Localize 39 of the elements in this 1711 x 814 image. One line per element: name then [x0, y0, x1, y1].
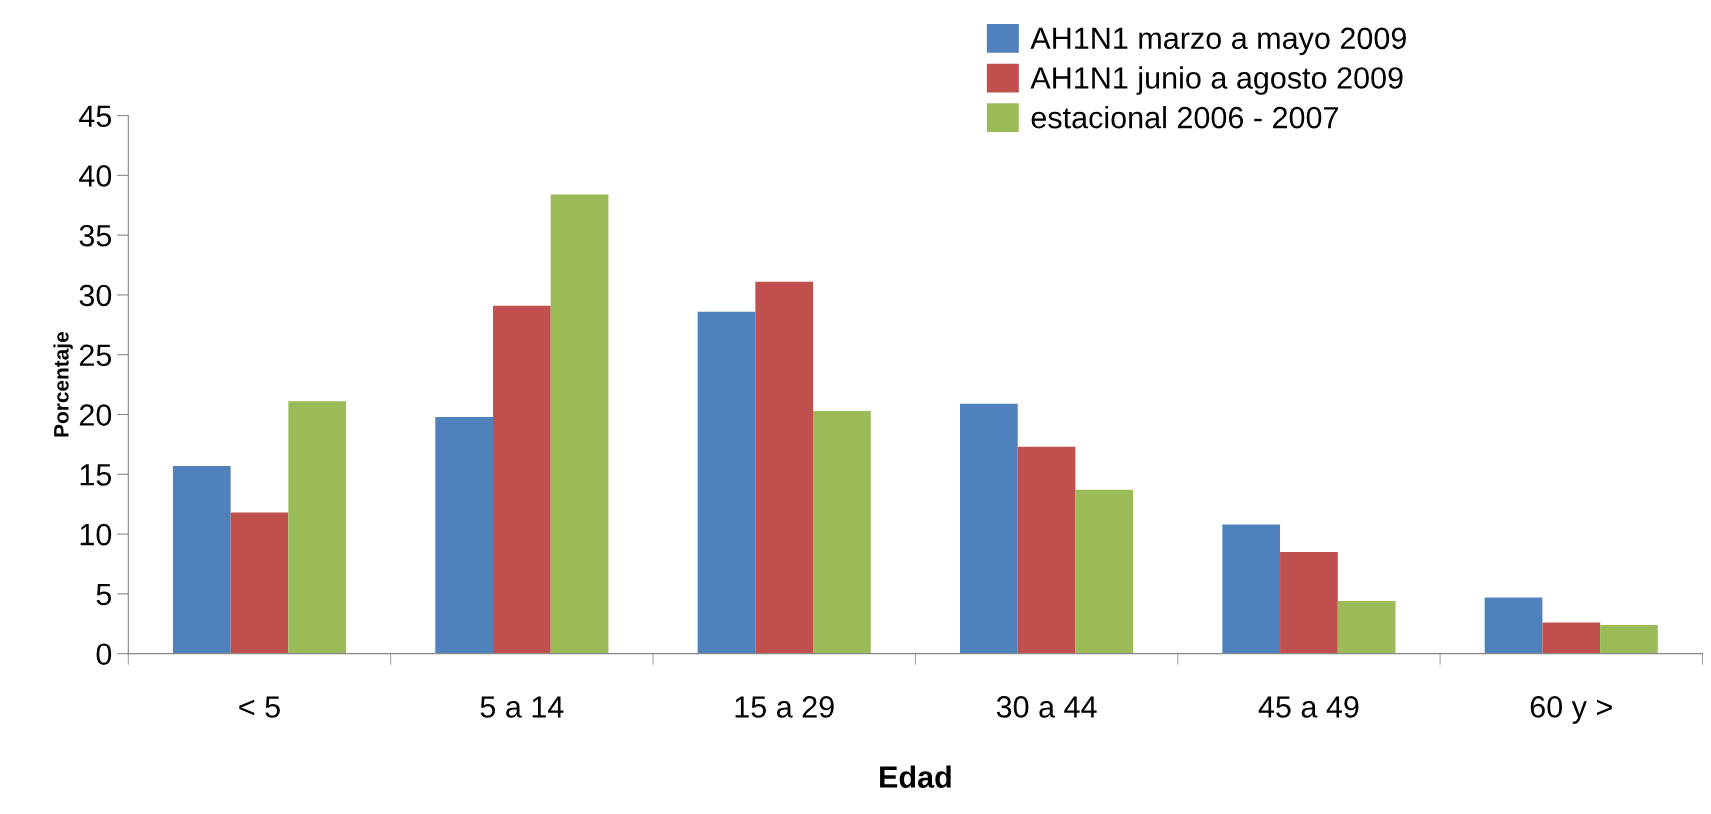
bar — [1017, 446, 1076, 654]
y-tick-label: 25 — [79, 344, 112, 367]
bar — [1075, 489, 1134, 654]
y-tick-label: 30 — [79, 284, 112, 307]
bar — [755, 281, 814, 654]
bar — [1484, 597, 1543, 654]
x-tick-label: 5 a 14 — [480, 696, 564, 718]
bar — [172, 465, 231, 654]
y-tick-label: 0 — [96, 643, 112, 666]
x-tick-label: 15 a 29 — [735, 696, 834, 718]
bar — [959, 403, 1018, 654]
bar — [288, 401, 347, 654]
bar — [550, 194, 609, 654]
bar — [1222, 524, 1281, 654]
y-tick-label: 40 — [79, 165, 112, 187]
x-axis-title: Edad — [880, 765, 951, 788]
y-tick-label: 10 — [80, 523, 112, 546]
legend-label: AH1N1 marzo a mayo 2009 — [1030, 27, 1406, 56]
x-tick-label: 60 y > — [1530, 696, 1612, 724]
bar — [435, 416, 493, 654]
bar — [813, 410, 871, 654]
bar — [1337, 601, 1396, 654]
bar — [1600, 624, 1658, 654]
legend-label: AH1N1 junio a agosto 2009 — [1030, 66, 1403, 95]
x-tick-label: < 5 — [239, 696, 280, 718]
bar — [697, 311, 756, 654]
y-tick-label: 45 — [79, 105, 112, 127]
legend-label: estacional 2006 - 2007 — [1031, 106, 1338, 129]
y-tick-label: 20 — [79, 404, 112, 426]
y-axis-title: Porcentaje — [53, 332, 73, 437]
y-tick-label: 35 — [79, 224, 112, 247]
x-tick-label: 45 a 49 — [1258, 696, 1359, 718]
y-tick-label: 5 — [96, 583, 112, 606]
y-tick-label: 15 — [80, 464, 112, 486]
bar — [1542, 622, 1601, 654]
bar — [1280, 552, 1338, 654]
bar — [493, 305, 551, 654]
bar — [230, 512, 289, 654]
x-tick-label: 30 a 44 — [996, 696, 1097, 718]
